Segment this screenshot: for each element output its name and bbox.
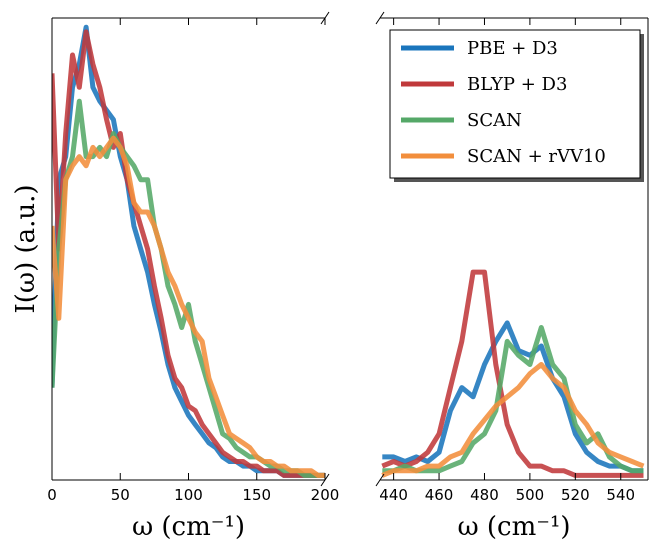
x-axis-label: ω (cm⁻¹) [457, 512, 570, 542]
x-tick-label: 150 [242, 486, 271, 504]
plot-area [52, 24, 325, 478]
legend-label: SCAN + rVV10 [467, 146, 606, 167]
x-tick-label: 440 [379, 486, 408, 504]
x-tick-label: 480 [470, 486, 499, 504]
series-line [381, 362, 645, 478]
x-tick-label: 520 [561, 486, 590, 504]
series-line [382, 325, 644, 474]
legend-label: SCAN [467, 110, 522, 131]
x-tick-label: 50 [111, 486, 130, 504]
x-tick-label: 460 [425, 486, 454, 504]
x-tick-label: 500 [516, 486, 545, 504]
axis-break [375, 473, 385, 487]
x-tick-label: 540 [606, 486, 635, 504]
y-axis-label: I(ω) (a.u.) [11, 184, 41, 313]
plot-area [381, 269, 645, 478]
series-line [52, 29, 325, 478]
legend [389, 29, 641, 179]
axis-break [375, 11, 385, 25]
series-line [52, 135, 325, 478]
x-tick-label: 200 [311, 486, 340, 504]
series-line [381, 269, 644, 478]
legend-label: PBE + D3 [467, 38, 558, 59]
legend-label: BLYP + D3 [467, 74, 567, 95]
x-tick-label: 100 [174, 486, 203, 504]
series-line [382, 320, 644, 474]
x-axis-label: ω (cm⁻¹) [132, 512, 245, 542]
x-tick-label: 0 [47, 486, 57, 504]
